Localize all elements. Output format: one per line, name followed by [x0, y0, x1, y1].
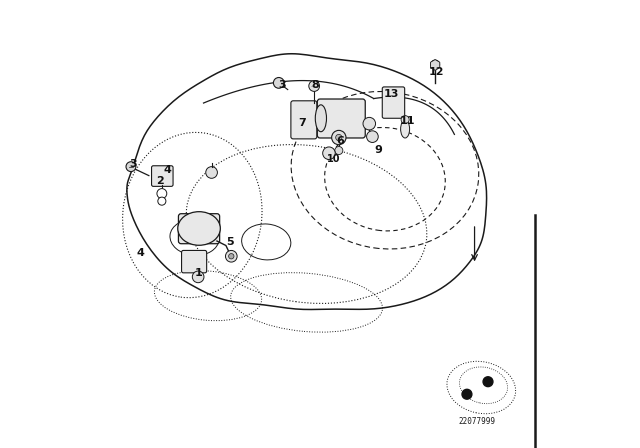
- Ellipse shape: [316, 105, 326, 132]
- Circle shape: [308, 81, 319, 91]
- Text: 3: 3: [278, 80, 285, 90]
- Text: 12: 12: [429, 67, 444, 77]
- Ellipse shape: [178, 211, 220, 246]
- Text: 3: 3: [129, 159, 137, 168]
- FancyBboxPatch shape: [291, 101, 317, 139]
- Circle shape: [336, 134, 342, 141]
- FancyBboxPatch shape: [382, 87, 404, 118]
- Circle shape: [335, 146, 343, 155]
- Text: 10: 10: [326, 154, 340, 164]
- Text: 5: 5: [227, 237, 234, 247]
- Circle shape: [363, 117, 376, 130]
- FancyBboxPatch shape: [317, 99, 365, 138]
- Circle shape: [462, 389, 472, 399]
- Circle shape: [323, 147, 335, 159]
- Circle shape: [332, 130, 346, 145]
- Text: 22077999: 22077999: [458, 417, 495, 426]
- Text: 6: 6: [336, 136, 344, 146]
- Text: 9: 9: [374, 145, 382, 155]
- Text: 4: 4: [137, 248, 145, 258]
- Circle shape: [157, 189, 167, 198]
- Text: 1: 1: [195, 268, 203, 278]
- Circle shape: [158, 197, 166, 205]
- FancyBboxPatch shape: [152, 166, 173, 186]
- Text: 11: 11: [399, 116, 415, 126]
- Circle shape: [228, 254, 234, 259]
- Circle shape: [401, 116, 409, 124]
- Circle shape: [431, 60, 440, 69]
- Text: 7: 7: [298, 118, 306, 128]
- Circle shape: [367, 131, 378, 142]
- Circle shape: [483, 377, 493, 387]
- Circle shape: [192, 271, 204, 283]
- FancyBboxPatch shape: [179, 214, 220, 244]
- Ellipse shape: [401, 120, 410, 138]
- Circle shape: [205, 167, 218, 178]
- Text: 2: 2: [156, 177, 164, 186]
- FancyBboxPatch shape: [182, 250, 207, 273]
- Circle shape: [126, 162, 136, 172]
- Circle shape: [225, 250, 237, 262]
- Circle shape: [273, 78, 284, 88]
- Text: 4: 4: [164, 165, 172, 175]
- Text: 8: 8: [312, 80, 319, 90]
- Text: 13: 13: [384, 89, 399, 99]
